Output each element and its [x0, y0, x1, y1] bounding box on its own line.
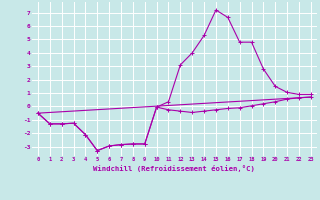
X-axis label: Windchill (Refroidissement éolien,°C): Windchill (Refroidissement éolien,°C): [93, 165, 255, 172]
